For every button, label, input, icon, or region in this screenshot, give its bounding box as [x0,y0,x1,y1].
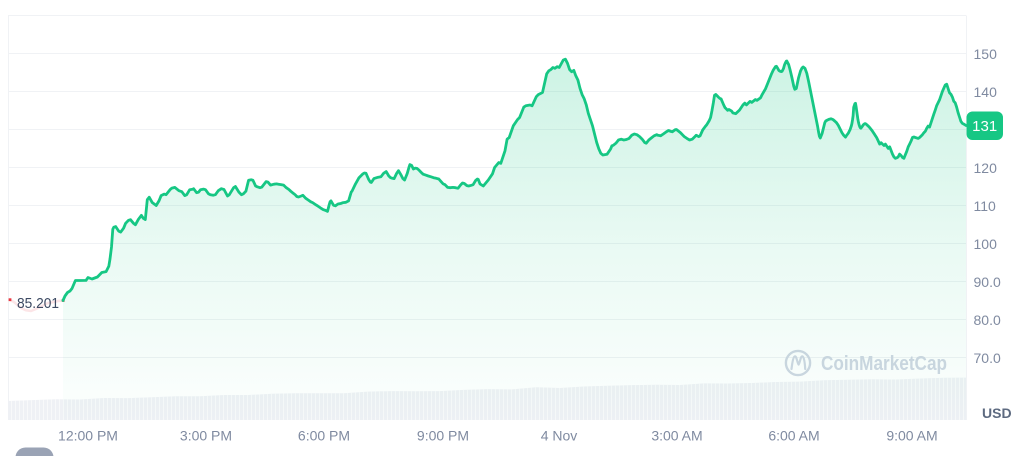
svg-text:140: 140 [974,84,998,100]
svg-text:150: 150 [974,46,998,62]
svg-text:6:00 AM: 6:00 AM [768,428,819,444]
svg-text:80.0: 80.0 [974,312,1001,328]
svg-text:110: 110 [974,198,997,214]
svg-text:6:00 PM: 6:00 PM [298,428,350,444]
svg-text:4 Nov: 4 Nov [541,428,578,444]
svg-text:120: 120 [974,160,998,176]
svg-text:3:00 PM: 3:00 PM [180,428,232,444]
svg-text:131: 131 [972,118,997,135]
svg-text:9:00 AM: 9:00 AM [886,428,937,444]
svg-text:100: 100 [974,236,998,252]
svg-text:3:00 AM: 3:00 AM [651,428,702,444]
svg-text:USD: USD [982,405,1012,421]
svg-text:70.0: 70.0 [974,350,1001,366]
svg-text:90.0: 90.0 [974,274,1001,290]
svg-text:9:00 PM: 9:00 PM [417,428,469,444]
svg-text:85.201: 85.201 [17,295,59,312]
svg-text:12:00 PM: 12:00 PM [58,428,118,444]
